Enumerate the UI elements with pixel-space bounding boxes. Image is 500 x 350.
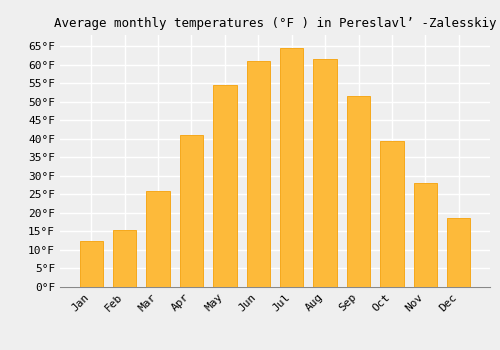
Bar: [414, 183, 437, 287]
Bar: [213, 85, 236, 287]
Bar: [80, 241, 103, 287]
Bar: [246, 61, 270, 287]
Bar: [180, 135, 203, 287]
Bar: [447, 218, 470, 287]
Title: Average monthly temperatures (°F ) in Pereslavl’ -Zalesskiy: Average monthly temperatures (°F ) in Pe…: [54, 17, 496, 30]
Bar: [280, 48, 303, 287]
Bar: [314, 59, 337, 287]
Bar: [146, 191, 170, 287]
Bar: [113, 230, 136, 287]
Bar: [380, 141, 404, 287]
Bar: [347, 96, 370, 287]
